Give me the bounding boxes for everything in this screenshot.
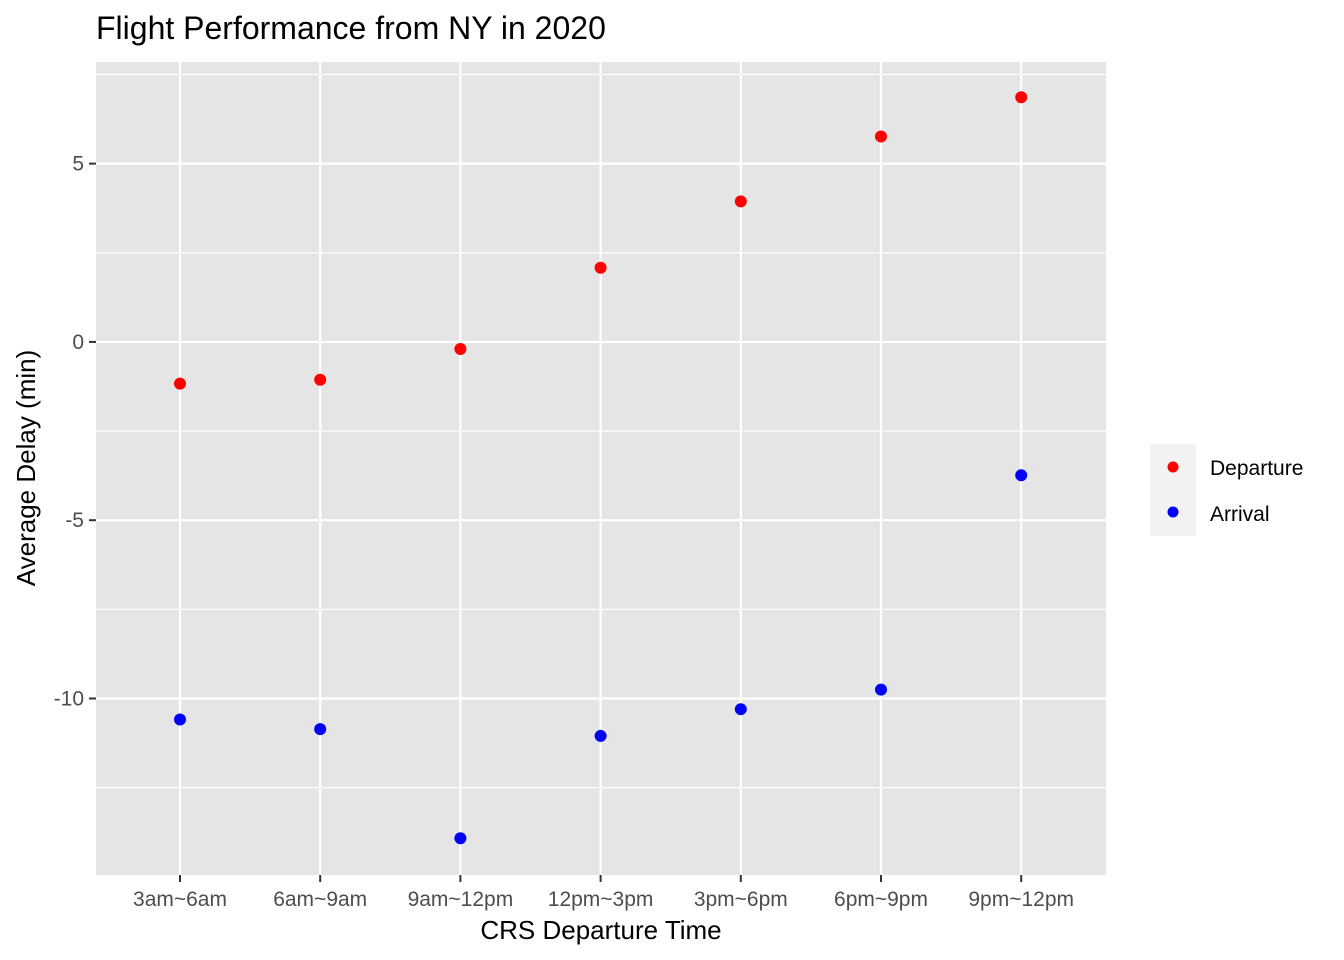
y-axis-title: Average Delay (min) [11,350,41,587]
legend-marker-departure [1167,461,1179,473]
x-tick-label: 6am~9am [273,888,367,911]
x-tick-label: 12pm~3pm [548,888,654,911]
y-tick-label: -10 [54,687,84,710]
y-tick-label: 5 [72,153,84,176]
x-axis-title: CRS Departure Time [480,915,721,945]
data-point-departure [734,195,747,208]
legend-key-background [1150,444,1196,536]
y-tick-label: 0 [72,331,84,354]
chart-title: Flight Performance from NY in 2020 [96,10,606,46]
data-point-departure [174,377,186,390]
x-tick-label: 9pm~12pm [968,888,1074,911]
grid-major [96,62,1106,875]
y-axis: 5 0 -5 -10 [54,153,96,710]
data-point-departure [875,130,887,143]
data-point-departure [314,373,327,386]
legend: Departure Arrival [1150,444,1303,536]
data-point-arrival [454,832,467,845]
x-tick-label: 9am~12pm [408,888,514,911]
data-point-arrival [314,723,327,736]
data-point-arrival [594,729,607,742]
x-axis: 3am~6am 6am~9am 9am~12pm 12pm~3pm 3pm~6pm 6pm… [133,875,1074,911]
data-point-arrival [174,713,186,726]
y-tick-label: -5 [65,509,84,532]
legend-label-arrival: Arrival [1210,503,1270,526]
legend-label-departure: Departure [1210,457,1303,480]
data-point-departure [454,343,467,356]
data-point-arrival [734,703,747,716]
x-tick-label: 3am~6am [133,888,227,911]
x-tick-label: 6pm~9pm [834,888,928,911]
data-points [174,91,1028,845]
x-tick-label: 3pm~6pm [694,888,788,911]
data-point-arrival [1015,469,1028,482]
data-point-departure [594,261,607,274]
data-point-departure [1015,91,1028,104]
legend-marker-arrival [1167,506,1179,518]
data-point-arrival [875,683,887,696]
